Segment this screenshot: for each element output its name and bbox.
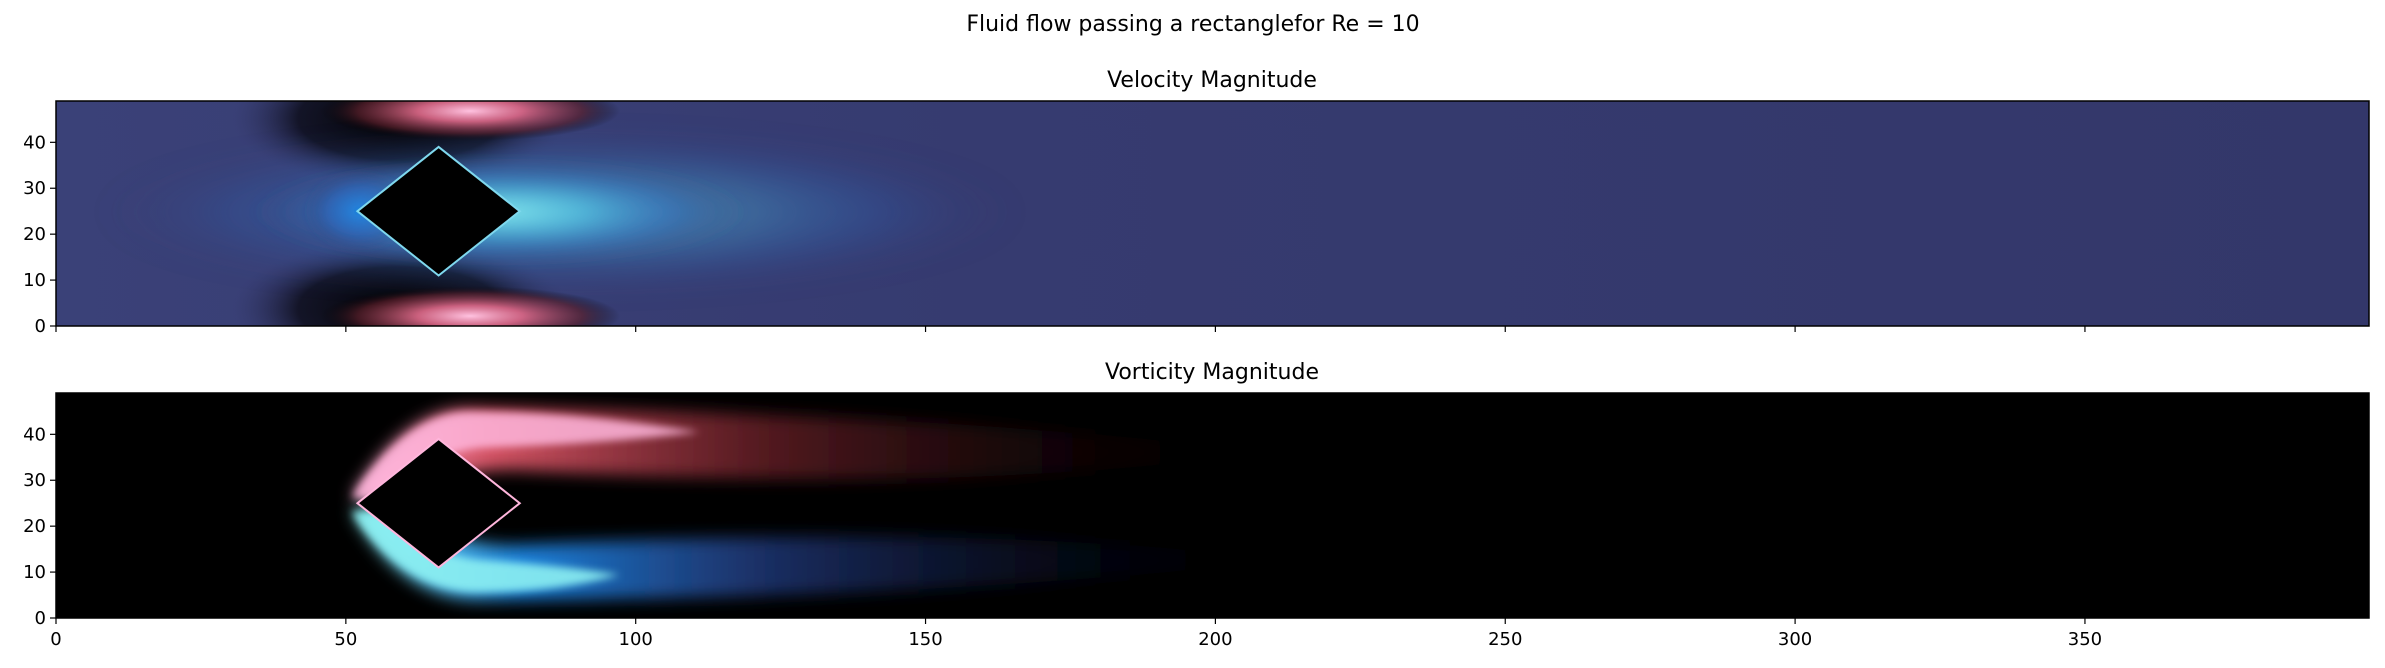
vorticity-y-tick-label: 10 <box>23 562 46 583</box>
velocity-field <box>56 101 2369 326</box>
figure-suptitle: Fluid flow passing a rectanglefor Re = 1… <box>966 12 1419 37</box>
vorticity-x-tick-label: 0 <box>50 629 61 650</box>
vorticity-x-tick-label: 350 <box>2068 629 2102 650</box>
vorticity-y-axis: 0 10 20 30 40 <box>23 424 56 629</box>
vorticity-x-tick-label: 150 <box>908 629 942 650</box>
velocity-panel-title: Velocity Magnitude <box>1107 68 1317 93</box>
vorticity-panel: Vorticity Magnitude 0 10 20 30 40 0 50 100 150 2… <box>23 360 2370 650</box>
vorticity-upper-shear-core <box>352 412 700 500</box>
vorticity-x-tick-label: 100 <box>619 629 653 650</box>
vorticity-x-tick-label: 200 <box>1198 629 1232 650</box>
velocity-panel: Velocity Magnitude 0 10 20 30 40 <box>23 68 2370 337</box>
vorticity-y-tick-label: 30 <box>23 470 46 491</box>
velocity-y-tick-label: 40 <box>23 132 46 153</box>
vorticity-panel-title: Vorticity Magnitude <box>1105 360 1319 385</box>
vorticity-field <box>56 393 2369 618</box>
vorticity-x-tick-label: 300 <box>1778 629 1812 650</box>
velocity-y-tick-label: 10 <box>23 270 46 291</box>
velocity-y-axis: 0 10 20 30 40 <box>23 132 56 337</box>
vorticity-y-tick-label: 0 <box>35 608 46 629</box>
velocity-axes-frame <box>55 100 2370 327</box>
velocity-x-axis <box>55 326 2086 332</box>
vorticity-axes-frame <box>55 392 2370 619</box>
vorticity-lower-shear-core <box>352 512 620 592</box>
velocity-y-tick-label: 20 <box>23 224 46 245</box>
vorticity-x-tick-label: 50 <box>334 629 357 650</box>
vorticity-x-axis: 0 50 100 150 200 250 300 350 <box>50 618 2102 650</box>
velocity-y-tick-label: 0 <box>35 316 46 337</box>
vorticity-obstacle <box>355 437 522 569</box>
vorticity-y-tick-label: 20 <box>23 516 46 537</box>
vorticity-x-tick-label: 250 <box>1488 629 1522 650</box>
vorticity-y-tick-label: 40 <box>23 424 46 445</box>
velocity-pink-bottom <box>320 286 620 326</box>
velocity-y-tick-label: 30 <box>23 178 46 199</box>
velocity-pink-top <box>320 101 620 141</box>
velocity-obstacle <box>355 145 522 277</box>
